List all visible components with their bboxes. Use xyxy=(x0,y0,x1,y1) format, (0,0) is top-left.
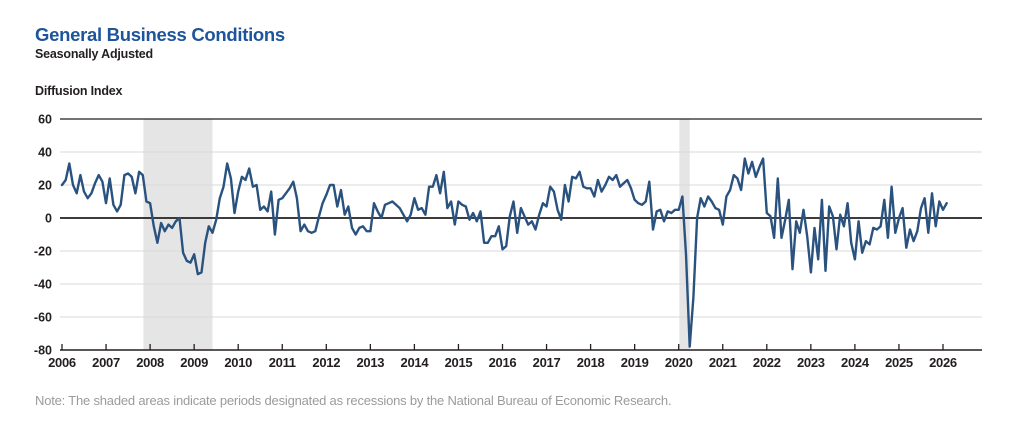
x-tick-label-2014: 2014 xyxy=(401,355,430,370)
x-tick-label-2021: 2021 xyxy=(709,355,737,370)
x-tick-label-2015: 2015 xyxy=(445,355,473,370)
x-tick-label-2026: 2026 xyxy=(929,355,957,370)
x-tick-label-2007: 2007 xyxy=(92,355,120,370)
x-tick-label-2025: 2025 xyxy=(885,355,913,370)
y-tick-label-40: 40 xyxy=(38,146,52,160)
y-axis-caption: Diffusion Index xyxy=(35,84,123,98)
x-tick-label-2019: 2019 xyxy=(621,355,649,370)
x-tick-label-2017: 2017 xyxy=(533,355,561,370)
x-tick-label-2024: 2024 xyxy=(841,355,870,370)
page-title: General Business Conditions xyxy=(35,24,285,45)
x-tick-label-2010: 2010 xyxy=(224,355,252,370)
y-tick-label--80: -80 xyxy=(34,344,52,358)
y-tick-label--60: -60 xyxy=(34,311,52,325)
y-tick-label-0: 0 xyxy=(45,212,52,226)
x-tick-label-2006: 2006 xyxy=(48,355,76,370)
x-tick-label-2009: 2009 xyxy=(180,355,208,370)
source-note: Note: The shaded areas indicate periods … xyxy=(35,393,672,408)
x-tick-label-2022: 2022 xyxy=(753,355,781,370)
recession-band-1 xyxy=(143,119,213,350)
y-tick-label-20: 20 xyxy=(38,179,52,193)
diffusion-index-chart: 60 40 20 0 -20 -40 -60 -80 2006 2007 2008 2009 2010 2… xyxy=(0,105,1024,380)
x-tick-label-2023: 2023 xyxy=(797,355,825,370)
x-tick-label-2020: 2020 xyxy=(665,355,693,370)
x-tick-label-2013: 2013 xyxy=(356,355,384,370)
y-tick-label--40: -40 xyxy=(34,278,52,292)
x-tick-label-2018: 2018 xyxy=(577,355,605,370)
x-tick-label-2016: 2016 xyxy=(489,355,517,370)
business-conditions-line xyxy=(60,157,948,348)
x-tick-label-2012: 2012 xyxy=(312,355,340,370)
y-tick-label--20: -20 xyxy=(34,245,52,259)
chart-subtitle: Seasonally Adjusted xyxy=(35,47,153,61)
y-tick-label-60: 60 xyxy=(38,113,52,127)
x-tick-label-2011: 2011 xyxy=(269,355,296,370)
x-tick-label-2008: 2008 xyxy=(136,355,164,370)
